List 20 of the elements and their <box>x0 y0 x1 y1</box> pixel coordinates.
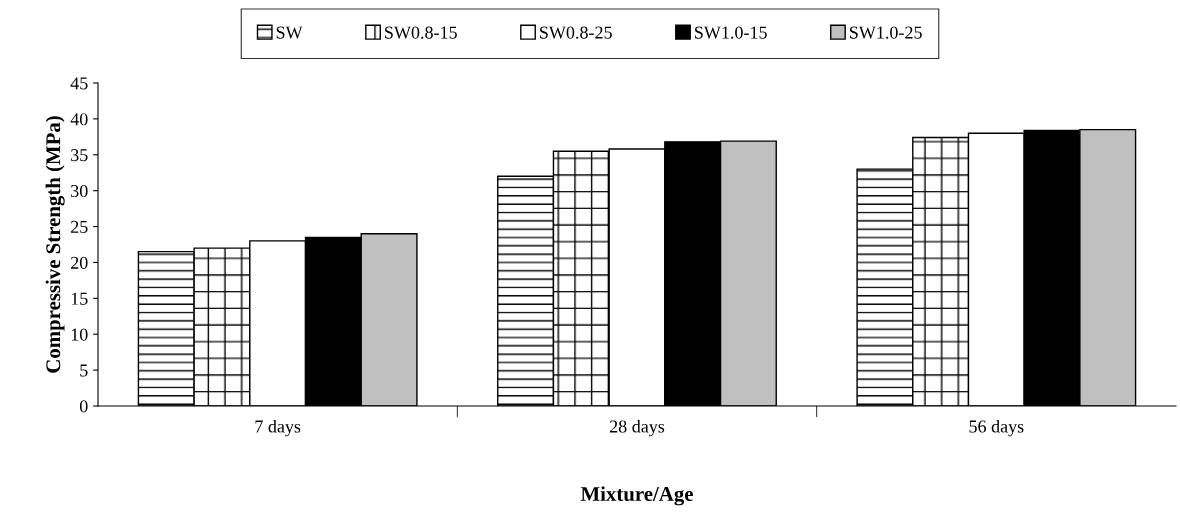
x-tick-label: 56 days <box>969 419 1024 437</box>
y-tick-label: 25 <box>71 220 88 233</box>
x-axis-title: Mixture/Age <box>580 486 693 506</box>
y-tick-label: 35 <box>71 149 88 162</box>
legend-label: SW0.8-15 <box>385 26 457 39</box>
y-axis-title: Compressive Strength (MPa) <box>45 116 65 373</box>
y-tick-label: 30 <box>71 184 88 198</box>
y-tick-label: 10 <box>71 328 88 341</box>
legend-label: SW0.8-25 <box>540 26 612 39</box>
legend-label: SW1.0-15 <box>695 26 767 39</box>
y-tick-label: 5 <box>80 364 88 377</box>
y-tick-label: 45 <box>70 77 88 90</box>
y-tick-label: 15 <box>71 292 88 305</box>
x-tick-label: 7 days <box>255 419 301 437</box>
y-tick-label: 20 <box>71 256 88 269</box>
y-tick-label: 40 <box>70 113 88 126</box>
legend-label: SW1.0-25 <box>850 26 922 39</box>
legend-label: SW <box>276 26 303 39</box>
x-tick-label: 28 days <box>609 419 665 437</box>
y-tick-label: 0 <box>79 400 88 413</box>
